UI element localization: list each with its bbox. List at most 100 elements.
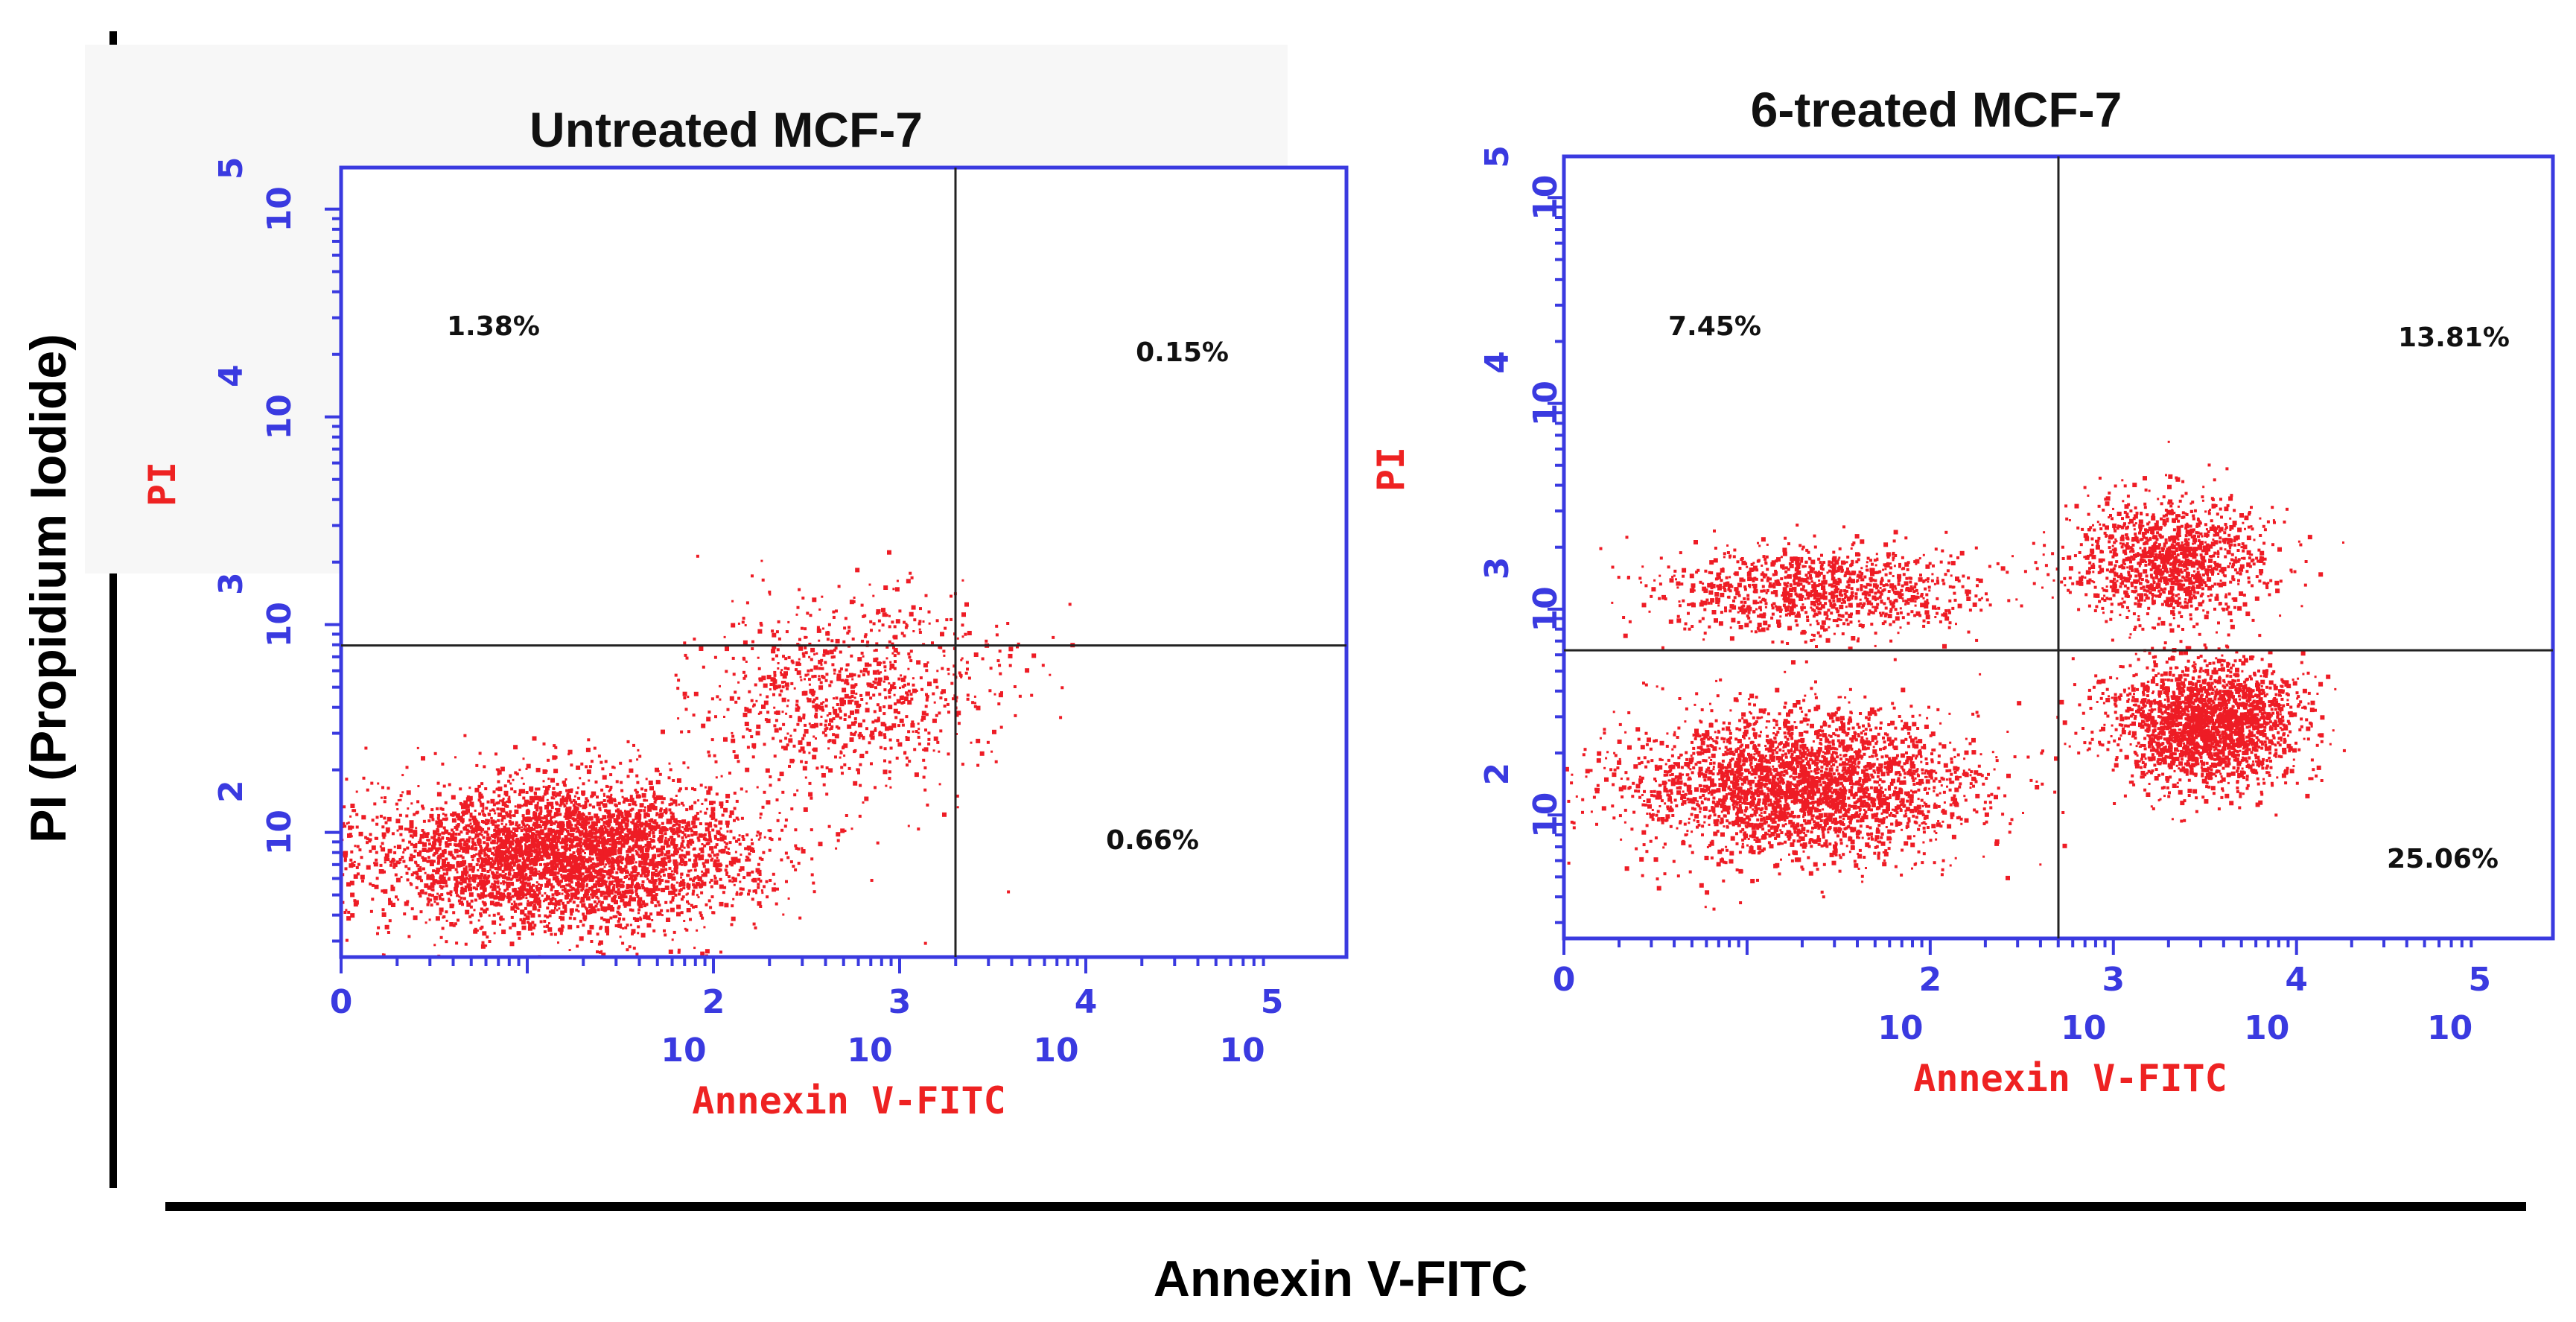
event-point <box>544 871 547 874</box>
event-point <box>487 894 491 897</box>
event-point <box>652 886 658 892</box>
event-point <box>804 673 808 677</box>
event-point <box>456 894 459 897</box>
event-point <box>502 832 505 836</box>
event-point <box>878 706 882 710</box>
event-point <box>422 848 427 852</box>
event-point <box>588 817 592 821</box>
event-point <box>696 929 699 932</box>
event-point <box>723 716 725 718</box>
event-point <box>495 801 499 805</box>
event-point <box>706 838 710 842</box>
event-point <box>710 807 716 812</box>
event-point <box>390 884 394 888</box>
event-point <box>765 768 770 773</box>
event-point <box>704 811 707 815</box>
event-point <box>591 839 595 843</box>
event-point <box>1008 646 1014 652</box>
event-point <box>681 879 685 883</box>
event-point <box>664 836 667 839</box>
event-point <box>507 865 511 868</box>
event-point <box>835 638 840 643</box>
event-point <box>727 851 731 855</box>
event-point <box>589 924 594 929</box>
event-point <box>444 881 448 884</box>
event-point <box>479 801 482 804</box>
event-point <box>530 932 534 935</box>
event-point <box>804 646 807 649</box>
event-point <box>694 857 698 860</box>
event-point <box>716 838 720 842</box>
event-point <box>854 700 859 705</box>
event-point <box>773 673 777 677</box>
event-point <box>629 877 633 880</box>
event-point <box>834 646 838 650</box>
event-point <box>897 742 903 747</box>
event-point <box>482 807 485 810</box>
event-point <box>494 833 497 836</box>
event-point <box>588 830 591 834</box>
event-point <box>474 898 477 902</box>
event-point <box>483 901 486 904</box>
event-point <box>609 916 613 920</box>
event-point <box>395 877 401 883</box>
event-point <box>621 795 624 798</box>
event-point <box>645 870 649 874</box>
event-point <box>480 944 486 949</box>
event-point <box>543 920 547 923</box>
event-point <box>666 909 670 912</box>
event-point <box>850 684 855 689</box>
event-point <box>934 679 938 683</box>
event-point <box>356 845 360 848</box>
event-point <box>873 710 877 714</box>
event-point <box>720 775 723 778</box>
event-point <box>500 882 503 885</box>
event-point <box>642 900 645 903</box>
event-point <box>523 876 527 880</box>
event-point <box>381 832 387 837</box>
event-point <box>529 874 532 878</box>
event-point <box>620 898 623 902</box>
event-point <box>650 839 654 843</box>
event-point <box>819 705 824 711</box>
event-point <box>396 829 399 832</box>
event-point <box>430 875 435 880</box>
event-point <box>589 893 592 896</box>
event-point <box>733 883 736 886</box>
event-point <box>869 620 873 623</box>
event-point <box>751 842 754 845</box>
event-point <box>480 886 483 889</box>
event-point <box>927 742 931 746</box>
event-point <box>636 894 640 898</box>
event-point <box>562 865 567 870</box>
event-point <box>634 877 637 880</box>
event-point <box>424 883 429 889</box>
event-point <box>519 888 524 893</box>
event-point <box>430 903 433 907</box>
event-point <box>570 833 575 838</box>
event-point <box>687 874 690 877</box>
event-point <box>553 851 556 855</box>
event-point <box>604 846 608 850</box>
event-point <box>854 731 857 734</box>
event-point <box>635 845 639 849</box>
event-point <box>577 855 581 859</box>
event-point <box>994 760 998 763</box>
event-point <box>404 865 408 868</box>
event-point <box>733 791 737 795</box>
event-point <box>467 878 470 881</box>
event-point <box>544 789 549 795</box>
event-point <box>802 766 807 771</box>
event-point <box>668 874 673 879</box>
event-point <box>343 911 347 914</box>
event-point <box>687 884 690 888</box>
event-point <box>656 848 661 853</box>
event-point <box>828 723 831 726</box>
event-point <box>562 904 567 909</box>
event-point <box>632 931 635 934</box>
event-point <box>567 832 570 836</box>
event-point <box>486 843 489 847</box>
event-point <box>525 833 530 839</box>
event-point <box>518 848 522 852</box>
event-point <box>468 836 471 839</box>
